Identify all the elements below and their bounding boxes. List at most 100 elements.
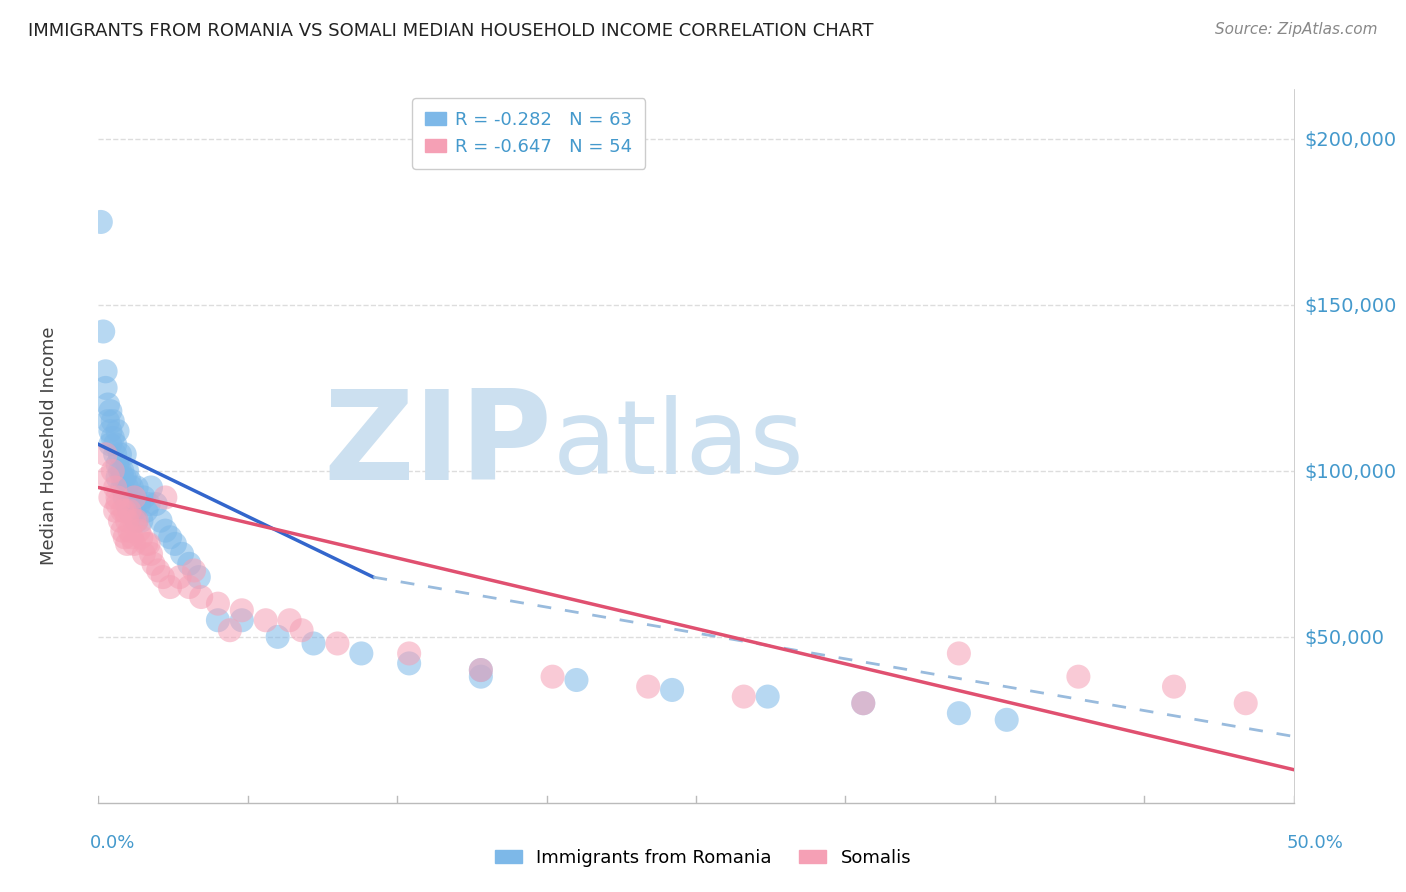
Point [115, 514, 138, 528]
Point [115, 537, 138, 551]
Point [132, 491, 155, 505]
Point [94, 447, 117, 461]
Point [114, 504, 136, 518]
Point [179, 580, 201, 594]
Point [302, 636, 325, 650]
Point [148, 564, 170, 578]
Point [131, 514, 153, 528]
Point [278, 613, 301, 627]
Point [98, 491, 122, 505]
Point [108, 447, 131, 461]
Point [98, 424, 122, 438]
Point [326, 636, 349, 650]
Point [97, 397, 120, 411]
Text: 0.0%: 0.0% [90, 834, 135, 852]
Point [121, 530, 143, 544]
Point [1067, 670, 1090, 684]
Point [115, 464, 138, 478]
Point [101, 414, 124, 428]
Point [183, 564, 205, 578]
Point [114, 491, 136, 505]
Point [91, 325, 114, 339]
Point [138, 537, 160, 551]
Point [114, 530, 136, 544]
Point [470, 670, 492, 684]
Point [104, 481, 127, 495]
Point [114, 447, 136, 461]
Point [101, 431, 124, 445]
Point [152, 570, 174, 584]
Point [98, 404, 122, 418]
Point [138, 497, 160, 511]
Point [111, 504, 134, 518]
Point [94, 364, 117, 378]
Point [139, 547, 162, 561]
Point [125, 481, 148, 495]
Point [118, 524, 141, 538]
Point [131, 530, 153, 544]
Point [190, 590, 212, 604]
Point [169, 570, 191, 584]
Point [155, 524, 177, 538]
Point [1163, 680, 1185, 694]
Point [121, 497, 143, 511]
Point [254, 613, 277, 627]
Point [291, 624, 314, 638]
Point [398, 647, 420, 661]
Point [231, 603, 253, 617]
Point [115, 481, 138, 495]
Point [108, 514, 131, 528]
Text: Median Household Income: Median Household Income [41, 326, 58, 566]
Point [111, 470, 134, 484]
Point [118, 474, 141, 488]
Point [98, 437, 122, 451]
Point [111, 524, 134, 538]
Point [128, 524, 150, 538]
Point [101, 464, 124, 478]
Point [179, 557, 201, 571]
Point [267, 630, 290, 644]
Point [135, 537, 157, 551]
Text: Source: ZipAtlas.com: Source: ZipAtlas.com [1215, 22, 1378, 37]
Point [155, 491, 177, 505]
Point [350, 647, 373, 661]
Point [97, 414, 120, 428]
Point [128, 497, 150, 511]
Point [470, 663, 492, 677]
Point [107, 457, 129, 471]
Point [398, 657, 420, 671]
Point [159, 530, 181, 544]
Point [124, 537, 146, 551]
Point [124, 514, 146, 528]
Point [107, 470, 129, 484]
Point [121, 481, 143, 495]
Point [207, 613, 229, 627]
Point [108, 464, 131, 478]
Point [145, 497, 167, 511]
Point [637, 680, 659, 694]
Point [756, 690, 779, 704]
Point [107, 424, 129, 438]
Point [118, 504, 141, 518]
Point [163, 537, 186, 551]
Point [142, 557, 165, 571]
Point [219, 624, 242, 638]
Text: ZIP: ZIP [323, 385, 553, 507]
Point [948, 647, 970, 661]
Point [124, 491, 146, 505]
Legend: Immigrants from Romania, Somalis: Immigrants from Romania, Somalis [488, 842, 918, 874]
Point [207, 597, 229, 611]
Point [107, 497, 129, 511]
Point [111, 481, 134, 495]
Point [125, 514, 148, 528]
Point [149, 514, 172, 528]
Point [470, 663, 492, 677]
Point [97, 470, 120, 484]
Point [172, 547, 194, 561]
Point [104, 447, 127, 461]
Point [104, 504, 127, 518]
Point [107, 491, 129, 505]
Point [159, 580, 181, 594]
Point [733, 690, 755, 704]
Point [114, 470, 136, 484]
